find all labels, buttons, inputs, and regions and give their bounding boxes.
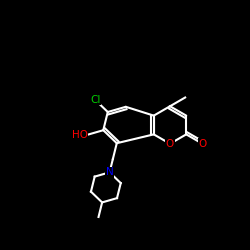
Text: HO: HO	[72, 130, 88, 140]
Text: Cl: Cl	[90, 95, 100, 105]
Text: N: N	[106, 167, 114, 177]
Text: O: O	[198, 139, 206, 149]
Text: O: O	[166, 139, 174, 149]
